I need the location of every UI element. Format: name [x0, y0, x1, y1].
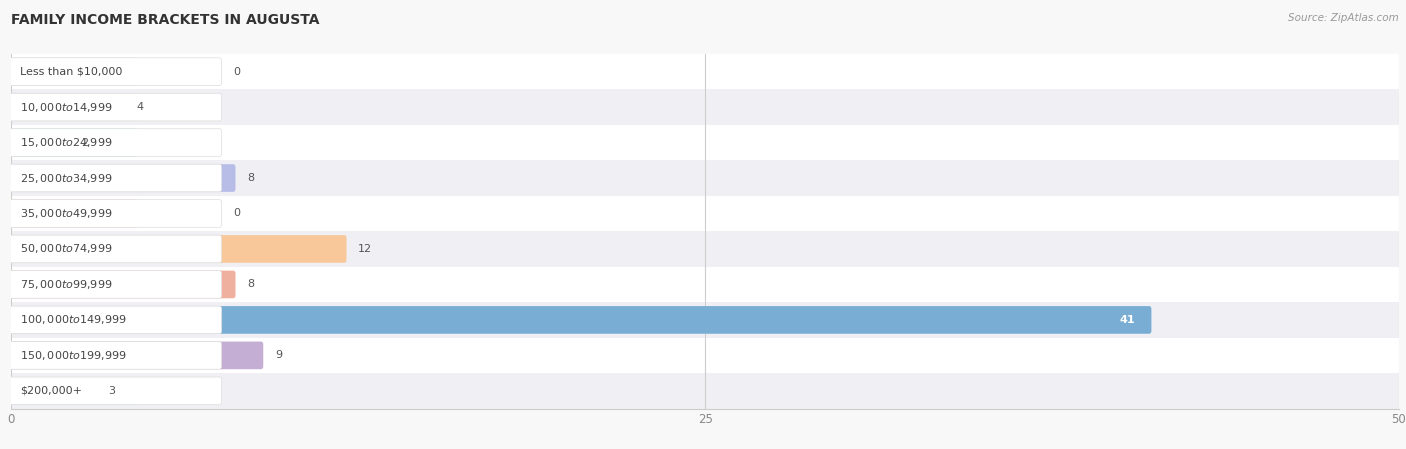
FancyBboxPatch shape [8, 200, 222, 227]
FancyBboxPatch shape [8, 58, 222, 85]
FancyBboxPatch shape [8, 129, 222, 156]
FancyBboxPatch shape [8, 342, 222, 369]
FancyBboxPatch shape [8, 93, 138, 121]
Text: Source: ZipAtlas.com: Source: ZipAtlas.com [1288, 13, 1399, 23]
FancyBboxPatch shape [8, 200, 138, 227]
Text: $25,000 to $34,999: $25,000 to $34,999 [21, 172, 112, 185]
Text: 41: 41 [1119, 315, 1135, 325]
FancyBboxPatch shape [8, 164, 222, 192]
Text: $100,000 to $149,999: $100,000 to $149,999 [21, 313, 127, 326]
FancyBboxPatch shape [8, 129, 138, 156]
FancyBboxPatch shape [8, 235, 222, 263]
FancyBboxPatch shape [8, 306, 1152, 334]
Bar [11, 54, 1399, 89]
Text: 2: 2 [80, 137, 87, 148]
Bar [11, 196, 1399, 231]
Bar [11, 302, 1399, 338]
Text: Less than $10,000: Less than $10,000 [21, 66, 122, 77]
FancyBboxPatch shape [8, 164, 235, 192]
Text: 9: 9 [276, 350, 283, 361]
Text: 0: 0 [233, 208, 240, 219]
Text: $200,000+: $200,000+ [21, 386, 83, 396]
Text: 3: 3 [108, 386, 115, 396]
Bar [11, 267, 1399, 302]
Bar [11, 373, 1399, 409]
Text: $35,000 to $49,999: $35,000 to $49,999 [21, 207, 112, 220]
FancyBboxPatch shape [8, 377, 138, 405]
FancyBboxPatch shape [8, 93, 222, 121]
Text: FAMILY INCOME BRACKETS IN AUGUSTA: FAMILY INCOME BRACKETS IN AUGUSTA [11, 13, 319, 27]
Text: 8: 8 [247, 173, 254, 183]
FancyBboxPatch shape [8, 271, 235, 298]
Text: $10,000 to $14,999: $10,000 to $14,999 [21, 101, 112, 114]
FancyBboxPatch shape [8, 58, 138, 85]
Bar [11, 231, 1399, 267]
FancyBboxPatch shape [8, 377, 222, 405]
Text: $15,000 to $24,999: $15,000 to $24,999 [21, 136, 112, 149]
FancyBboxPatch shape [8, 271, 222, 298]
Bar [11, 89, 1399, 125]
Text: 0: 0 [233, 66, 240, 77]
Bar [11, 125, 1399, 160]
Text: 4: 4 [136, 102, 143, 112]
Text: 12: 12 [359, 244, 373, 254]
FancyBboxPatch shape [8, 306, 222, 334]
Bar [11, 338, 1399, 373]
FancyBboxPatch shape [8, 342, 263, 369]
Text: $50,000 to $74,999: $50,000 to $74,999 [21, 242, 112, 255]
Text: 8: 8 [247, 279, 254, 290]
Text: $75,000 to $99,999: $75,000 to $99,999 [21, 278, 112, 291]
FancyBboxPatch shape [8, 235, 346, 263]
Bar [11, 160, 1399, 196]
Text: $150,000 to $199,999: $150,000 to $199,999 [21, 349, 127, 362]
